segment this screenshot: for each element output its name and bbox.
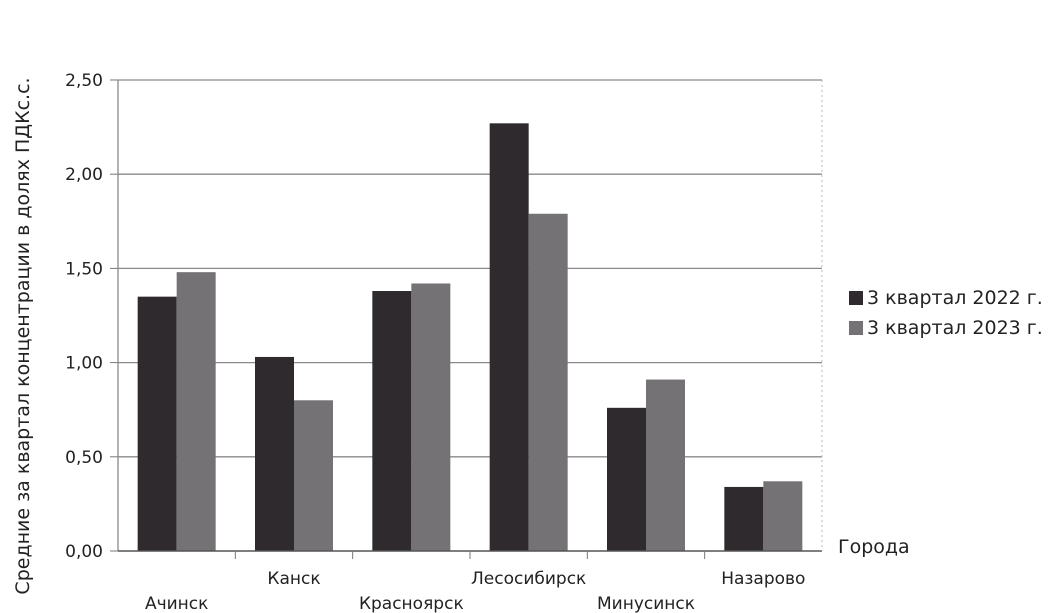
bar bbox=[294, 400, 333, 551]
y-tick-label: 2,50 bbox=[65, 71, 103, 91]
x-category-labels: Ачинск Канск Красноярск Лесосибирск Минусинс… bbox=[145, 569, 806, 613]
bar bbox=[489, 123, 529, 551]
y-tick-label: 0,50 bbox=[65, 448, 103, 468]
legend-swatch bbox=[849, 321, 863, 335]
bar bbox=[607, 407, 646, 551]
axes bbox=[117, 80, 823, 559]
x-category-label: Минусинск bbox=[597, 594, 695, 613]
y-tick-label: 2,00 bbox=[65, 165, 103, 185]
bar bbox=[372, 291, 412, 551]
x-category-label: Назарово bbox=[721, 569, 805, 589]
x-category-label: Лесосибирск bbox=[471, 569, 586, 589]
bars bbox=[137, 123, 803, 551]
legend-label: 3 квартал 2022 г. bbox=[867, 287, 1043, 309]
legend: 3 квартал 2022 г. 3 квартал 2023 г. bbox=[849, 287, 1043, 339]
y-tick-label: 1,50 bbox=[65, 259, 103, 279]
gridlines bbox=[110, 79, 822, 552]
legend-swatch bbox=[849, 291, 863, 305]
bar bbox=[137, 296, 177, 551]
bar bbox=[763, 481, 803, 551]
bar bbox=[255, 356, 294, 551]
bar bbox=[176, 272, 216, 551]
bar bbox=[528, 213, 568, 551]
x-category-label: Ачинск bbox=[145, 594, 208, 613]
bar bbox=[411, 283, 451, 551]
x-category-label: Красноярск bbox=[359, 594, 464, 613]
x-axis-title: Города bbox=[838, 536, 910, 558]
x-category-label: Канск bbox=[267, 569, 320, 589]
bar bbox=[646, 379, 685, 551]
y-tick-label: 1,00 bbox=[65, 354, 103, 374]
y-tick-labels: 0,00 0,50 1,00 1,50 2,00 2,50 bbox=[65, 71, 103, 562]
y-axis-title: Средние за квартал концентрации в долях … bbox=[12, 77, 34, 594]
y-tick-label: 0,00 bbox=[65, 542, 103, 562]
legend-label: 3 квартал 2023 г. bbox=[867, 317, 1043, 339]
bar bbox=[724, 486, 764, 551]
